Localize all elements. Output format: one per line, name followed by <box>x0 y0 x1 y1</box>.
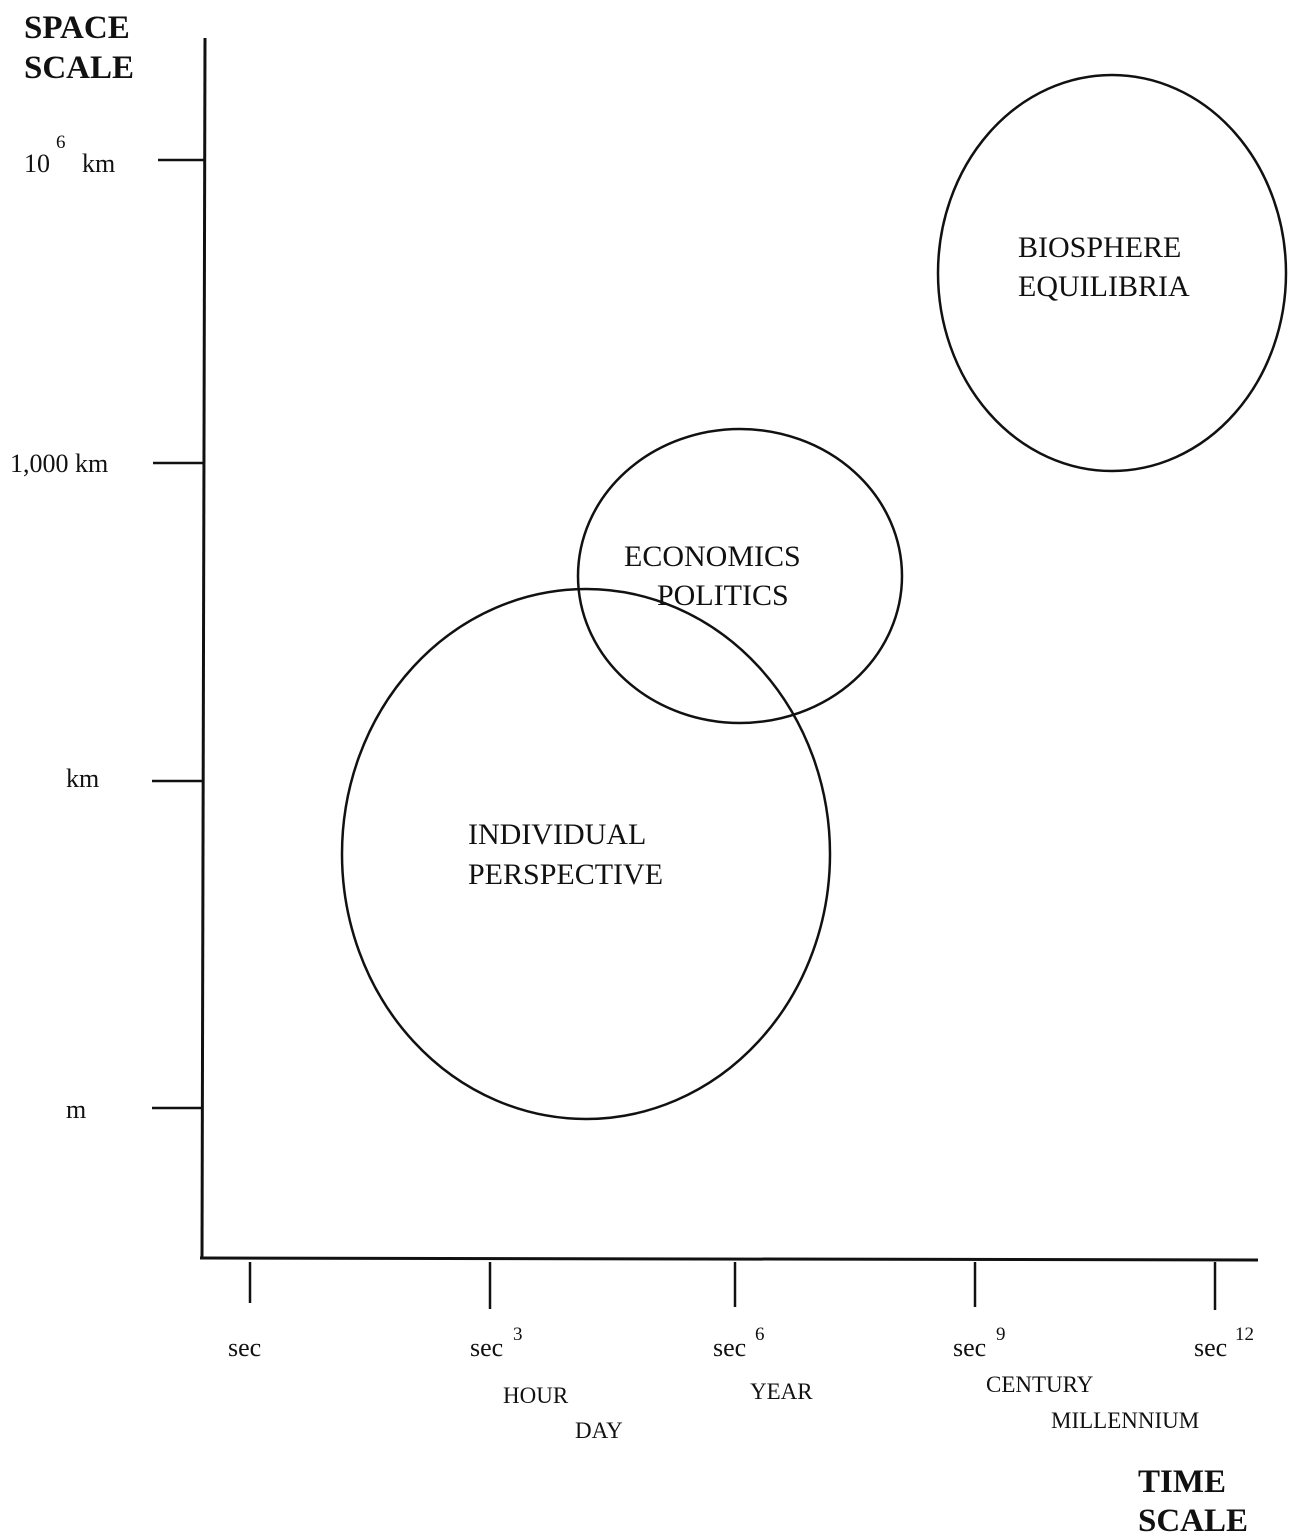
time-word-day: DAY <box>575 1418 623 1443</box>
y-tick-label-1e6km-exponent: 6 <box>56 132 66 153</box>
x-axis-title-line2: SCALE <box>1138 1503 1248 1536</box>
time-word-year: YEAR <box>750 1379 813 1404</box>
region-economics-label-line2: POLITICS <box>657 579 789 612</box>
y-axis-line <box>200 37 207 1259</box>
region-economics-label-line1: ECONOMICS <box>624 540 801 573</box>
region-biosphere-ellipse <box>936 73 1288 473</box>
y-axis-title-line2: SCALE <box>24 50 134 86</box>
x-tick-label-sec9-base: sec <box>953 1333 986 1362</box>
x-tick-label-sec12-base: sec <box>1194 1333 1227 1362</box>
time-word-century: CENTURY <box>986 1372 1094 1397</box>
x-tick-label-sec12-exponent: 12 <box>1235 1324 1254 1345</box>
region-biosphere-label-line1: BIOSPHERE <box>1018 231 1181 264</box>
time-word-hour: HOUR <box>503 1383 569 1408</box>
y-tick-label-1e6km-base: 10 <box>24 149 50 178</box>
x-tick-label-sec3-base: sec <box>470 1333 503 1362</box>
x-axis-line <box>199 1256 1259 1262</box>
region-individual-ellipse <box>340 587 832 1121</box>
region-biosphere-label-line2: EQUILIBRIA <box>1018 270 1190 303</box>
y-tick-label-1e6km-unit: km <box>82 149 115 178</box>
x-tick-label-sec6-base: sec <box>713 1333 746 1362</box>
region-individual-label-line1: INDIVIDUAL <box>468 818 646 851</box>
x-tick-label-sec6-exponent: 6 <box>755 1324 765 1345</box>
region-economics-ellipse <box>576 427 904 725</box>
x-tick-label-sec: sec <box>228 1333 261 1362</box>
x-tick-label-sec9-exponent: 9 <box>996 1324 1006 1345</box>
y-tick-label-m: m <box>66 1095 86 1124</box>
time-word-millennium: MILLENNIUM <box>1051 1408 1199 1433</box>
y-tick-label-1000km: 1,000 km <box>10 449 108 478</box>
y-axis-title-line1: SPACE <box>24 10 130 46</box>
x-tick-label-sec3-exponent: 3 <box>513 1324 523 1345</box>
region-individual-label-line2: PERSPECTIVE <box>468 858 663 891</box>
x-axis-title-line1: TIME <box>1138 1464 1226 1500</box>
y-tick-label-km: km <box>66 764 99 793</box>
